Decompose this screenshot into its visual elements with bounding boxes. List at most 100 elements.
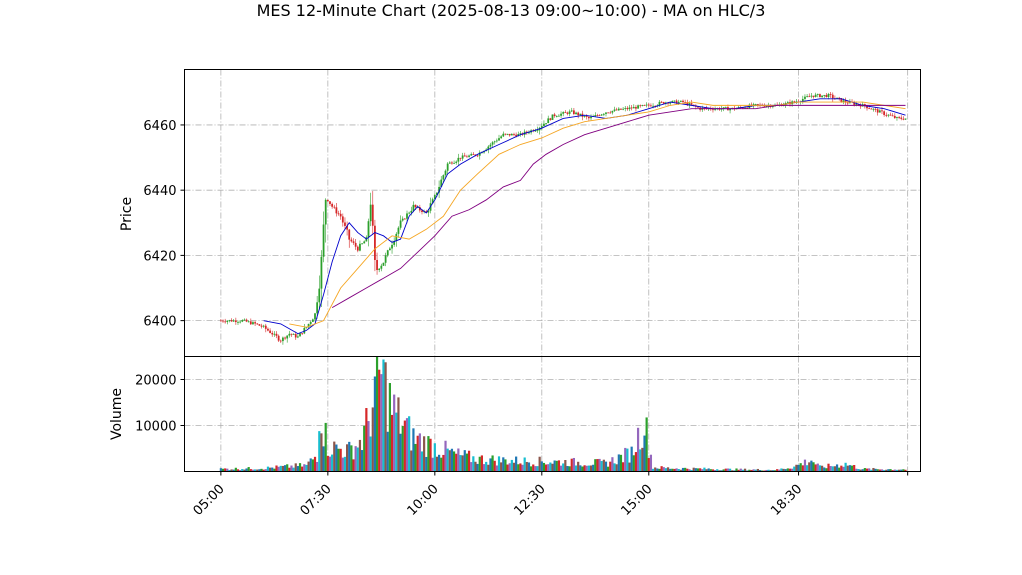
volume-bar	[350, 445, 353, 472]
candle-body	[269, 330, 271, 333]
volume-bar	[232, 469, 235, 472]
candle-body	[630, 107, 633, 109]
volume-bar	[540, 461, 543, 472]
volume-bar	[346, 444, 349, 472]
candle-body	[900, 117, 903, 119]
volume-bar	[583, 465, 586, 472]
volume-bar	[812, 462, 815, 472]
candle-body	[451, 162, 453, 164]
volume-bar	[296, 466, 299, 472]
volume-bar	[711, 469, 715, 472]
candle-body	[793, 101, 796, 103]
volume-bar	[793, 466, 796, 472]
candle-body	[836, 97, 838, 99]
candle-body	[275, 333, 278, 336]
volume-bar	[380, 374, 383, 472]
volume-bar	[226, 468, 229, 472]
candle-body	[746, 107, 749, 109]
candle-body	[230, 320, 233, 322]
volume-bar	[298, 463, 302, 472]
candle-body	[352, 241, 355, 243]
candle-body	[763, 105, 766, 107]
volume-tick-label: 10000	[135, 420, 176, 435]
candle-body	[489, 144, 492, 147]
candle-body	[241, 320, 244, 322]
volume-bar	[604, 461, 608, 472]
volume-bar	[241, 469, 244, 472]
candle-body	[558, 115, 560, 117]
volume-bar	[784, 469, 787, 472]
volume-bar	[264, 469, 267, 472]
volume-bar	[592, 464, 595, 472]
volume-bar	[570, 458, 573, 472]
volume-bar	[679, 469, 682, 472]
volume-bar	[581, 466, 584, 472]
volume-bar	[600, 461, 603, 472]
candle-body	[585, 115, 588, 117]
x-tick-label: 10:00	[405, 482, 442, 519]
volume-bar	[243, 469, 246, 472]
volume-bar	[438, 454, 441, 472]
ma-line-ma-mid	[289, 101, 906, 328]
volume-bar	[767, 469, 770, 472]
volume-bar	[365, 408, 368, 472]
candle-body	[543, 123, 545, 127]
candle-body	[652, 105, 654, 107]
volume-bar	[853, 465, 856, 472]
candle-body	[598, 115, 601, 117]
volume-bar	[360, 450, 364, 472]
volume-bar	[534, 466, 537, 472]
candle-body	[382, 262, 385, 266]
candle-body	[742, 107, 744, 109]
volume-bar	[266, 466, 270, 472]
volume-bar	[371, 407, 374, 472]
volume-bar	[450, 448, 454, 472]
volume-bar	[690, 469, 693, 472]
candle-body	[245, 319, 248, 322]
candle-body	[744, 107, 746, 109]
candle-body	[795, 101, 798, 103]
candle-body	[395, 233, 398, 242]
candle-body	[617, 108, 620, 111]
candle-body	[337, 213, 340, 215]
price-tick-label: 6440	[143, 184, 176, 199]
candle-body	[386, 250, 389, 256]
volume-bar	[609, 461, 612, 472]
volume-bar	[724, 468, 727, 472]
volume-bar	[452, 451, 456, 472]
price-gridlines	[184, 69, 921, 357]
candle-body	[635, 107, 637, 109]
volume-bar	[825, 468, 828, 472]
volume-bar	[587, 465, 590, 472]
volume-bar	[589, 465, 593, 472]
candle-body	[806, 96, 809, 98]
volume-bar	[859, 469, 862, 472]
candle-body	[318, 288, 321, 303]
volume-bar	[236, 469, 240, 472]
candle-body	[842, 100, 845, 103]
volume-bar	[489, 458, 492, 472]
volume-bar	[865, 468, 869, 472]
candle-body	[506, 133, 509, 135]
candle-body	[647, 104, 650, 106]
volume-bar	[714, 469, 717, 472]
candle-body	[605, 112, 607, 114]
volume-bar	[393, 394, 396, 472]
volume-bar	[446, 448, 449, 472]
candle-body	[551, 114, 554, 120]
volume-bar	[701, 469, 704, 472]
price-tick-label: 6420	[143, 249, 176, 264]
candle-body	[371, 204, 374, 226]
volume-bar	[726, 468, 730, 472]
volume-bar	[898, 469, 901, 472]
x-tick-label: 15:00	[619, 482, 656, 519]
candle-body	[277, 335, 280, 341]
candle-body	[622, 108, 625, 110]
x-tick-label: 05:00	[191, 482, 228, 519]
volume-bar	[283, 465, 287, 472]
candle-body	[810, 95, 813, 97]
candle-body	[322, 224, 325, 257]
volume-bar	[395, 412, 398, 472]
candle-body	[436, 192, 438, 196]
volume-bar	[378, 369, 381, 472]
